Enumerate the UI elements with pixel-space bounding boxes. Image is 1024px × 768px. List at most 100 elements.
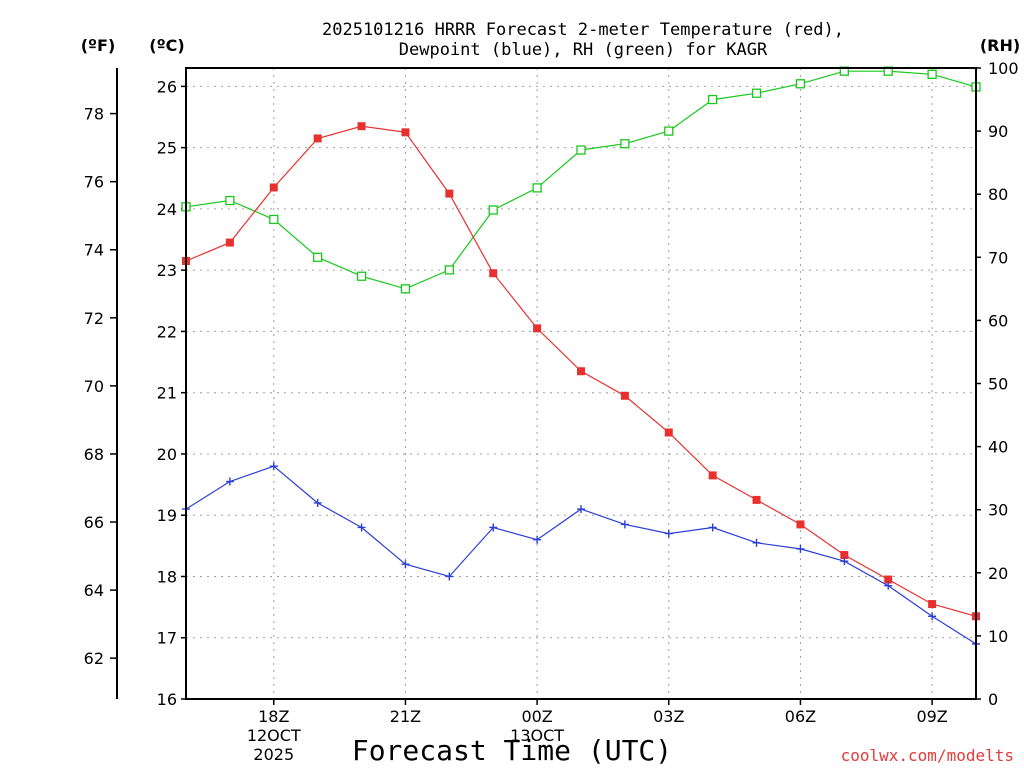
time-tick-label: 09Z <box>916 707 947 726</box>
x-axis-title: Forecast Time (UTC) <box>352 734 672 767</box>
dewpoint-point <box>401 560 410 569</box>
dewpoint-point <box>269 462 278 471</box>
fahrenheit-tick-label: 64 <box>84 581 104 600</box>
temperature-point <box>884 575 893 584</box>
celsius-tick-label: 21 <box>157 384 177 403</box>
celsius-tick-label: 19 <box>157 506 177 525</box>
temperature-point <box>840 551 849 560</box>
fahrenheit-tick-label: 62 <box>84 649 104 668</box>
celsius-tick-label: 17 <box>157 629 177 648</box>
temperature-point <box>269 183 278 192</box>
fahrenheit-axis-ticks: 62 64 66 68 70 72 74 76 78 <box>84 105 117 668</box>
temperature-point <box>225 238 234 247</box>
dewpoint-line <box>185 465 977 645</box>
rh-series <box>181 66 981 294</box>
fahrenheit-tick-label: 72 <box>84 309 104 328</box>
rh-tick-label: 80 <box>988 185 1008 204</box>
dewpoint-point <box>620 520 629 529</box>
dewpoint-point <box>840 557 849 566</box>
temperature-point <box>752 495 761 504</box>
rh-point <box>751 88 762 98</box>
time-tick-label: 06Z <box>785 707 816 726</box>
rh-point <box>400 284 411 294</box>
celsius-axis-ticks: 16 17 18 19 20 21 22 23 24 25 26 <box>157 77 186 709</box>
dewpoint-point <box>489 523 498 532</box>
rh-tick-label: 0 <box>988 690 998 709</box>
rh-point <box>313 252 323 262</box>
time-tick-label: 18Z <box>258 707 289 726</box>
fahrenheit-tick-label: 78 <box>84 105 104 124</box>
plot-area-frame <box>185 67 977 700</box>
dewpoint-point <box>708 523 717 532</box>
temperature-point <box>664 428 673 437</box>
celsius-tick-label: 25 <box>157 139 177 158</box>
rh-tick-label: 50 <box>988 375 1008 394</box>
dewpoint-point <box>225 477 234 486</box>
chart-title-line-1: 2025101216 HRRR Forecast 2-meter Tempera… <box>322 20 844 40</box>
rh-point <box>356 271 367 281</box>
fahrenheit-tick-label: 70 <box>84 377 104 396</box>
celsius-tick-label: 16 <box>157 690 177 709</box>
rh-unit-label: (RH) <box>980 36 1020 55</box>
dewpoint-point <box>928 612 937 621</box>
celsius-tick-label: 18 <box>157 567 177 586</box>
dewpoint-point <box>884 581 893 590</box>
dewpoint-point <box>752 538 761 547</box>
rh-point <box>576 145 586 155</box>
rh-tick-label: 70 <box>988 248 1008 267</box>
temperature-series <box>182 122 980 621</box>
temperature-point <box>796 520 805 529</box>
celsius-tick-label: 23 <box>157 261 177 280</box>
fahrenheit-tick-label: 74 <box>84 241 104 260</box>
rh-tick-label: 10 <box>988 627 1008 646</box>
dewpoint-point <box>445 572 454 581</box>
celsius-tick-label: 22 <box>157 322 177 341</box>
date-label: 12OCT <box>247 726 301 745</box>
rh-point <box>269 214 279 225</box>
temperature-point <box>357 122 366 131</box>
dewpoint-series <box>182 462 980 648</box>
temperature-point <box>928 600 937 609</box>
temperature-point <box>401 128 410 137</box>
rh-point <box>532 183 542 193</box>
date-label: 2025 <box>253 745 294 764</box>
time-tick-label: 03Z <box>653 707 684 726</box>
dewpoint-point <box>796 544 805 553</box>
rh-point <box>225 195 235 206</box>
date-label: 13OCT <box>510 726 564 745</box>
rh-tick-label: 90 <box>988 122 1008 141</box>
temperature-point <box>313 134 322 143</box>
rh-tick-label: 60 <box>988 311 1008 330</box>
rh-point <box>795 79 806 89</box>
time-tick-label: 21Z <box>390 707 421 726</box>
fahrenheit-tick-label: 66 <box>84 513 104 532</box>
dewpoint-point <box>664 529 673 538</box>
rh-point <box>620 139 630 149</box>
dewpoint-point <box>533 535 542 544</box>
rh-axis-ticks: 0 10 20 30 40 50 60 70 80 90 100 <box>976 59 1019 709</box>
celsius-unit-label: (ºC) <box>149 36 184 55</box>
rh-point <box>664 126 674 136</box>
rh-tick-label: 100 <box>988 59 1019 78</box>
temperature-point <box>708 471 717 480</box>
fahrenheit-unit-label: (ºF) <box>81 36 116 55</box>
temperature-point <box>445 189 454 198</box>
rh-line <box>185 70 977 290</box>
temperature-point <box>577 367 585 376</box>
fahrenheit-tick-label: 68 <box>84 445 104 464</box>
rh-point <box>488 205 498 215</box>
grid-lines <box>186 68 976 700</box>
celsius-tick-label: 20 <box>157 445 177 464</box>
rh-point <box>444 265 454 275</box>
dewpoint-point <box>357 523 366 532</box>
rh-tick-label: 40 <box>988 438 1008 457</box>
rh-point <box>708 94 718 105</box>
celsius-tick-label: 24 <box>157 200 177 219</box>
time-tick-label: 00Z <box>521 707 552 726</box>
credit-link[interactable]: coolwx.com/modelts <box>841 746 1014 765</box>
fahrenheit-tick-label: 76 <box>84 173 104 192</box>
dewpoint-point <box>313 498 322 507</box>
temperature-point <box>489 269 498 278</box>
